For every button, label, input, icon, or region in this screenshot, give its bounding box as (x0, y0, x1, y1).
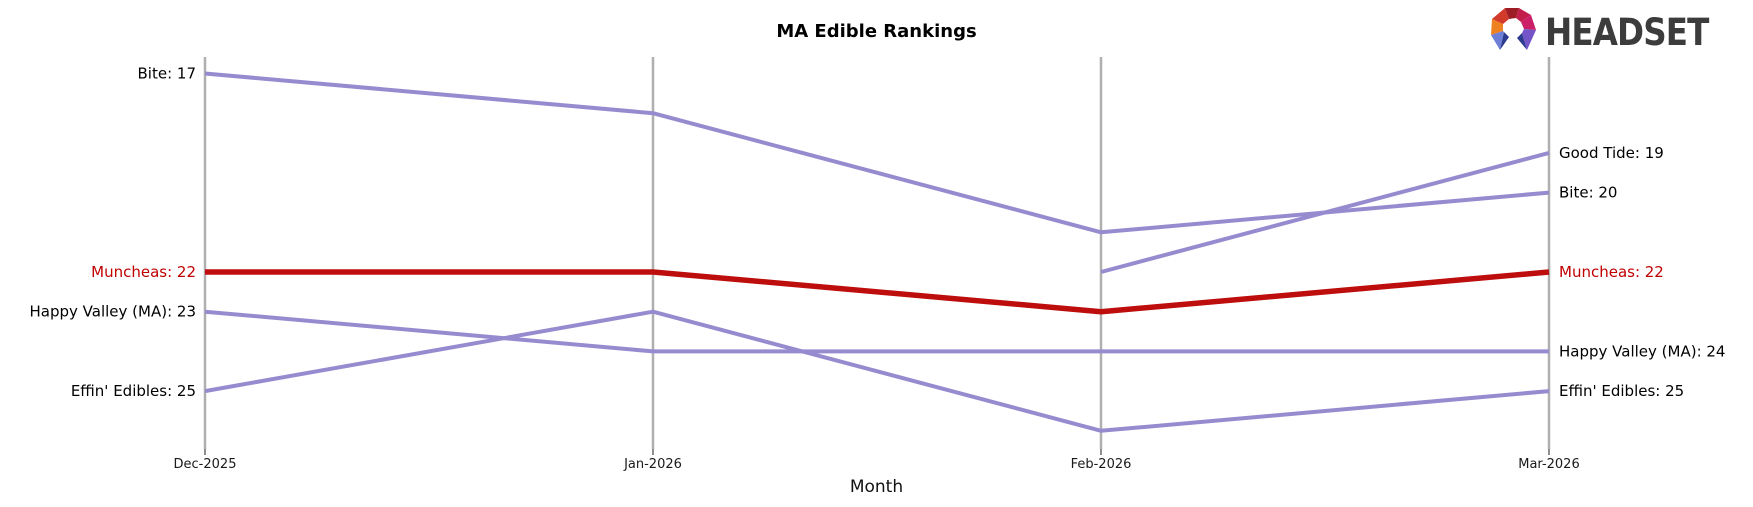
left-label-effin-edibles: Effin' Edibles: 25 (71, 382, 196, 400)
x-tick-label-mar-2026: Mar-2026 (1518, 457, 1579, 472)
x-axis-title: Month (849, 477, 904, 497)
headset-logo: HEADSET (1486, 5, 1731, 59)
x-tick-label-jan-2026: Jan-2026 (623, 457, 682, 472)
chart-title: MA Edible Rankings (776, 21, 977, 42)
series-line-effin-edibles (204, 309, 1550, 433)
right-label-good-tide: Good Tide: 19 (1559, 144, 1664, 162)
right-label-muncheas: Muncheas: 22 (1559, 263, 1664, 281)
left-label-bite: Bite: 17 (138, 65, 196, 83)
right-label-effin-edibles: Effin' Edibles: 25 (1559, 382, 1684, 400)
x-tick-label-feb-2026: Feb-2026 (1071, 457, 1132, 472)
headset-logo-text: HEADSET (1545, 10, 1709, 54)
series-line-good-tide (1100, 150, 1550, 274)
right-label-happy-valley-ma: Happy Valley (MA): 24 (1559, 342, 1725, 360)
series-line-muncheas (205, 269, 1550, 315)
headset-logo-icon (1491, 8, 1536, 50)
right-label-bite: Bite: 20 (1559, 184, 1617, 202)
left-label-muncheas: Muncheas: 22 (91, 263, 196, 281)
left-label-happy-valley-ma: Happy Valley (MA): 23 (30, 303, 196, 321)
x-tick-label-dec-2025: Dec-2025 (174, 457, 237, 472)
series-line-happy-valley-ma (204, 309, 1549, 354)
